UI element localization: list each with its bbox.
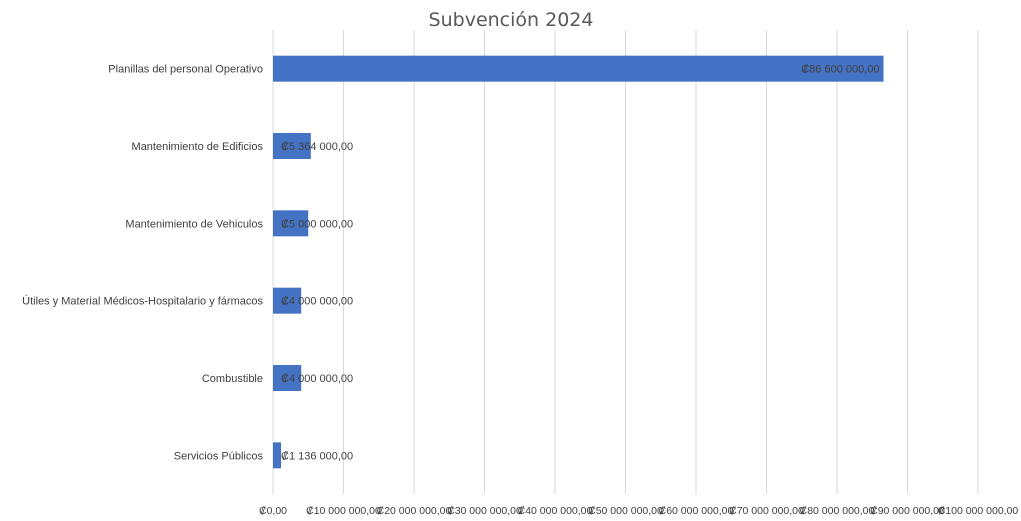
bar (273, 442, 282, 469)
x-tick-label: ₡0,00 (259, 505, 287, 517)
data-label: ₡5 364 000,00 (281, 141, 353, 153)
x-tick-label: ₡40 000 000,00 (518, 505, 593, 517)
x-tick-label: ₡80 000 000,00 (800, 505, 875, 517)
category-label: Planillas del personal Operativo (108, 64, 263, 76)
chart-title: Subvención 2024 (429, 9, 594, 31)
x-tick-label: ₡20 000 000,00 (377, 505, 452, 517)
x-tick-label: ₡70 000 000,00 (729, 505, 804, 517)
grid-lines (272, 30, 979, 494)
x-tick-label: ₡100 000 000,00 (938, 505, 1019, 517)
data-label: ₡4 000 000,00 (281, 373, 353, 385)
bar (273, 365, 302, 391)
labels: ₡0,00 ₡10 000 000,00₡20 000 000,00₡30 000… (22, 64, 1018, 517)
category-label: Útiles y Material Médicos-Hospitalario y… (22, 295, 263, 308)
bar (273, 210, 309, 237)
data-label: ₡4 000 000,00 (281, 296, 353, 308)
category-label: Combustible (202, 373, 263, 385)
x-tick-label: ₡30 000 000,00 (447, 505, 522, 517)
x-tick-label: ₡10 000 000,00 (306, 505, 381, 517)
bar (273, 55, 884, 82)
category-label: Mantenimiento de Vehiculos (125, 218, 263, 230)
data-label: ₡1 136 000,00 (281, 450, 353, 462)
data-label: ₡5 000 000,00 (281, 218, 353, 230)
x-tick-label: ₡90 000 000,00 (870, 505, 945, 517)
category-label: Mantenimiento de Edificios (132, 141, 264, 153)
x-tick-label: ₡60 000 000,00 (659, 505, 734, 517)
x-tick-label: ₡50 000 000,00 (588, 505, 663, 517)
data-label: ₡86 600 000,00 (801, 64, 879, 76)
bar (273, 287, 302, 314)
bar (273, 133, 311, 159)
bars (273, 55, 884, 469)
category-label: Servicios Públicos (174, 450, 264, 462)
